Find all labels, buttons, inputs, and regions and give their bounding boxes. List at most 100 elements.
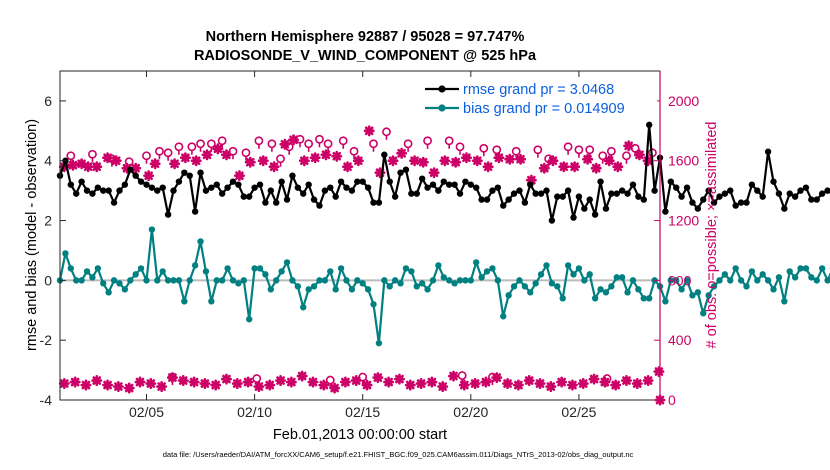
x-tick-label: 02/25: [561, 404, 596, 420]
assimilated-marker: [242, 376, 254, 388]
assimilated-marker: [512, 379, 524, 391]
data-point: [505, 196, 512, 203]
assimilated-marker: [404, 379, 416, 391]
data-point: [132, 271, 139, 278]
data-point: [73, 190, 80, 197]
data-point: [143, 181, 150, 188]
data-point: [629, 277, 637, 284]
data-point: [473, 184, 480, 191]
series-1: [56, 226, 830, 347]
assimilated-marker: [199, 378, 211, 390]
assimilated-marker: [212, 143, 224, 155]
data-point: [62, 250, 69, 257]
y-tick-label-right: 1600: [668, 153, 699, 169]
x-tick-label: 02/20: [453, 404, 488, 420]
data-point: [100, 187, 107, 194]
data-point: [381, 277, 388, 284]
data-point: [613, 274, 620, 281]
assimilated-marker: [396, 147, 408, 159]
data-point: [186, 172, 193, 179]
data-point: [83, 268, 91, 275]
y-tick-label-left: 6: [44, 93, 52, 109]
data-point: [527, 289, 534, 296]
data-point: [343, 277, 350, 284]
data-point: [813, 277, 820, 284]
data-point: [321, 277, 329, 284]
assimilated-marker: [439, 155, 451, 167]
data-point: [467, 181, 475, 188]
data-point: [332, 193, 339, 200]
assimilated-marker: [233, 170, 245, 182]
data-point: [662, 298, 669, 305]
data-point: [181, 298, 188, 305]
data-point: [732, 202, 739, 209]
data-point: [770, 286, 777, 293]
data-point: [256, 265, 264, 272]
assimilated-marker: [169, 158, 181, 170]
data-point: [559, 193, 566, 200]
y-tick-label-right: 2000: [668, 93, 699, 109]
assimilated-marker: [220, 373, 232, 385]
data-point: [245, 316, 253, 323]
assimilated-marker: [631, 378, 643, 390]
data-point: [700, 196, 707, 203]
data-point: [759, 193, 766, 200]
data-point: [397, 280, 404, 287]
data-point: [100, 280, 107, 287]
data-point: [397, 169, 404, 176]
assimilated-marker: [220, 149, 232, 161]
data-point: [310, 196, 318, 203]
data-point: [375, 199, 383, 206]
data-point: [791, 274, 799, 281]
assimilated-marker: [350, 375, 362, 387]
assimilated-marker: [318, 379, 330, 391]
data-point: [175, 277, 183, 284]
data-point: [164, 211, 172, 218]
data-point: [381, 151, 388, 158]
data-point: [262, 271, 269, 278]
data-point: [462, 178, 469, 185]
data-point: [251, 184, 258, 191]
data-point: [775, 274, 783, 281]
assimilated-marker: [653, 366, 665, 378]
data-point: [159, 184, 166, 191]
data-point: [110, 277, 118, 284]
data-point: [359, 280, 366, 287]
data-point: [402, 265, 410, 272]
data-point: [624, 289, 631, 296]
data-point: [743, 283, 750, 290]
data-point: [581, 205, 588, 212]
assimilated-marker: [642, 375, 654, 387]
data-point: [640, 196, 647, 203]
assimilated-marker: [288, 134, 300, 146]
data-point: [429, 181, 437, 188]
data-point: [235, 181, 242, 188]
data-point: [721, 190, 729, 197]
data-point: [418, 175, 426, 182]
data-point: [245, 193, 253, 200]
assimilated-marker: [329, 382, 341, 394]
assimilated-marker: [285, 376, 297, 388]
data-point: [300, 190, 307, 197]
data-point: [105, 289, 112, 296]
assimilated-marker: [210, 379, 222, 391]
y-tick-label-left: -2: [40, 332, 53, 348]
assimilated-marker: [620, 375, 632, 387]
data-point: [332, 286, 339, 293]
data-point: [235, 280, 242, 287]
assimilated-marker: [112, 381, 124, 393]
data-point: [375, 339, 383, 347]
data-point: [121, 181, 129, 188]
data-point: [154, 187, 161, 194]
data-point: [305, 286, 312, 293]
data-point: [202, 268, 210, 275]
data-point: [402, 166, 410, 173]
data-point: [586, 196, 593, 203]
data-point: [635, 193, 642, 200]
data-point: [240, 277, 247, 284]
data-point: [500, 202, 507, 209]
assimilated-marker: [588, 373, 600, 385]
assimilated-marker: [76, 158, 88, 170]
data-point: [521, 283, 529, 290]
assimilated-marker: [428, 167, 440, 179]
